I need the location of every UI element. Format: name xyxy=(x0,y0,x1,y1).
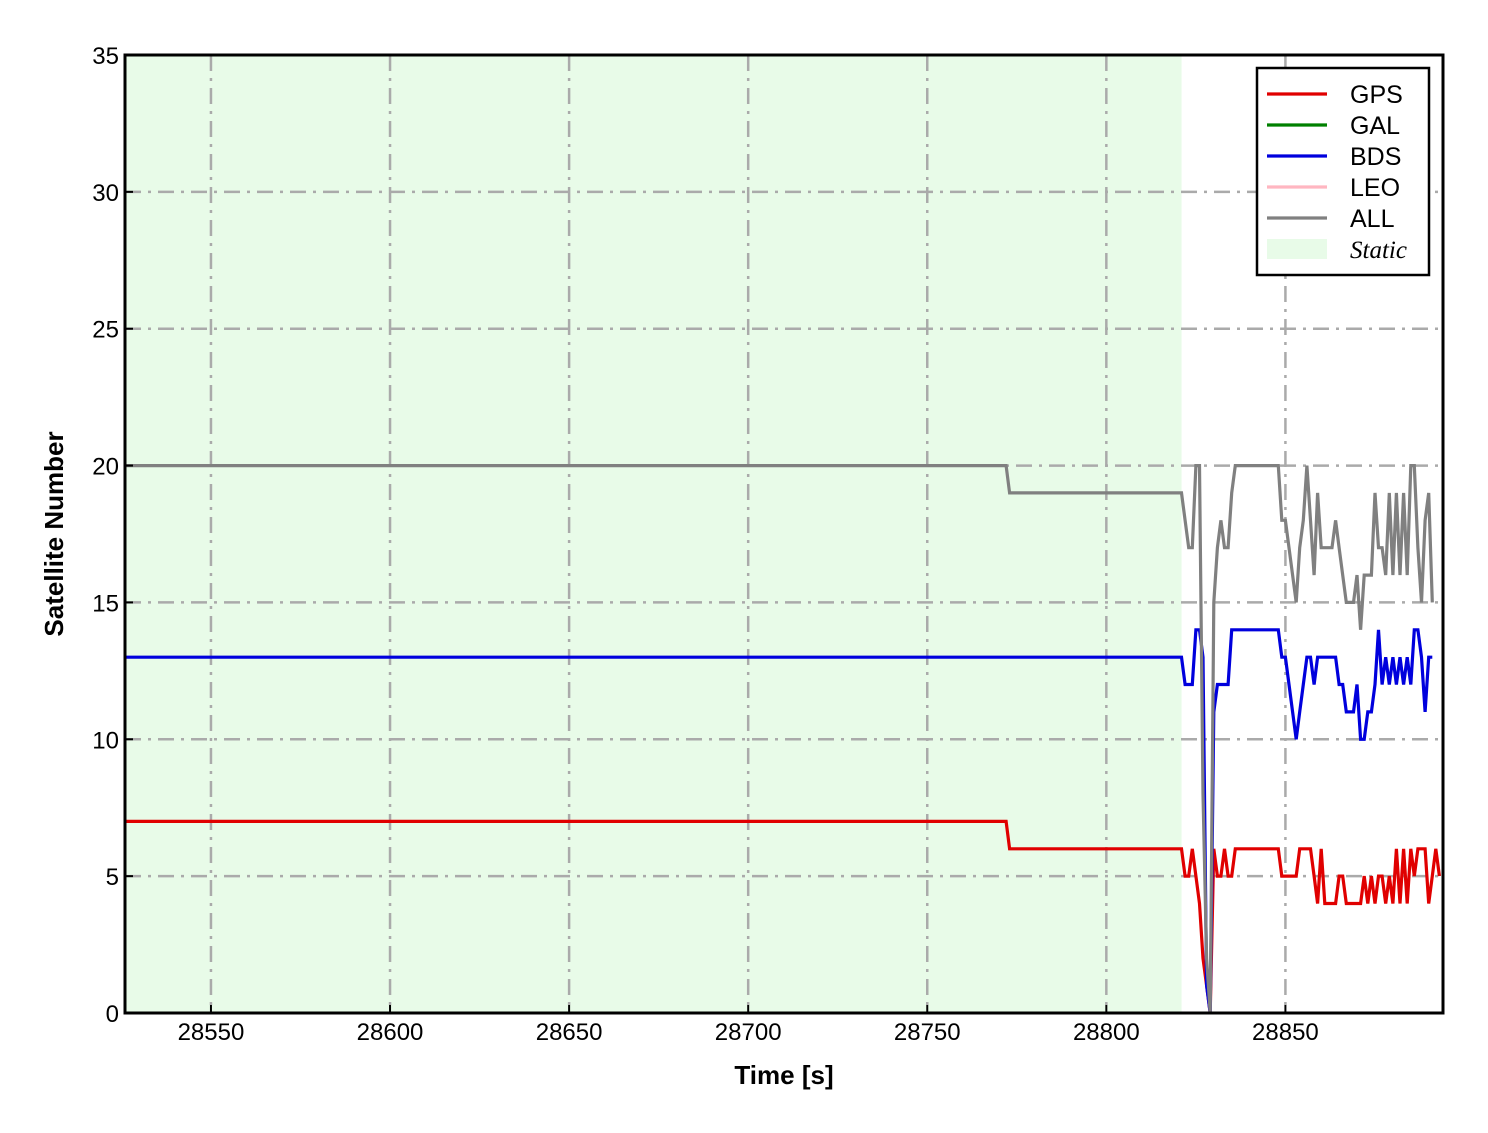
y-axis-label: Satellite Number xyxy=(39,431,69,636)
tick-layer: 28550 28600 28650 28700 28750 28800 28850 0 5 10 1… xyxy=(92,43,1318,1046)
legend-label-leo: LEO xyxy=(1350,174,1400,202)
legend-label-static: Static xyxy=(1350,237,1407,264)
x-tick-label: 28600 xyxy=(357,1019,424,1046)
y-tick-label: 35 xyxy=(92,43,119,70)
y-tick-label: 30 xyxy=(92,180,119,207)
y-tick-label: 20 xyxy=(92,454,119,481)
y-tick-label: 15 xyxy=(92,590,119,617)
legend: GPS GAL BDS LEO ALL Static xyxy=(1255,66,1431,277)
legend-label-all: ALL xyxy=(1350,205,1395,233)
series-layer xyxy=(125,464,1441,1014)
static-region xyxy=(125,55,1182,1013)
plot-frame xyxy=(123,53,1445,1015)
x-tick-label: 28750 xyxy=(894,1019,961,1046)
legend-label-gal: GAL xyxy=(1350,112,1400,140)
static-region-layer xyxy=(125,55,1182,1013)
grid-layer xyxy=(125,55,1443,1013)
legend-label-gps: GPS xyxy=(1350,81,1403,109)
x-tick-label: 28550 xyxy=(178,1019,245,1046)
x-axis-label: Time [s] xyxy=(734,1060,833,1090)
x-tick-label: 28700 xyxy=(715,1019,782,1046)
legend-swatch-static xyxy=(1267,239,1327,259)
y-tick-label: 10 xyxy=(92,727,119,754)
x-tick-label: 28800 xyxy=(1073,1019,1140,1046)
series-line-all xyxy=(125,464,1434,1014)
x-tick-label: 28650 xyxy=(536,1019,603,1046)
series-line-gps xyxy=(125,819,1441,1014)
y-tick-label: 25 xyxy=(92,317,119,344)
y-tick-label: 5 xyxy=(106,864,119,891)
legend-label-bds: BDS xyxy=(1350,143,1401,171)
y-tick-label: 0 xyxy=(106,1001,119,1028)
x-tick-label: 28850 xyxy=(1252,1019,1319,1046)
